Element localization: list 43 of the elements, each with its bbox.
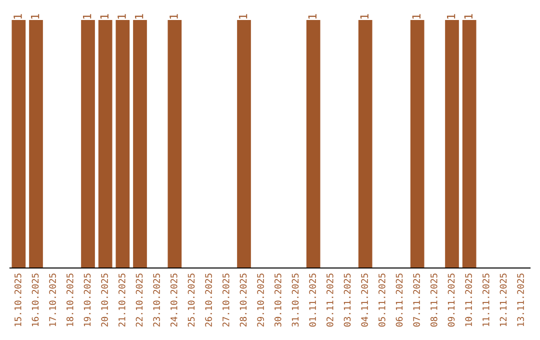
x-tick-label: 24.10.2025 <box>170 274 178 327</box>
x-tick-label: 26.10.2025 <box>205 274 212 327</box>
data-label: 1 <box>464 14 472 19</box>
x-tick-label: 01.11.2025 <box>309 274 316 327</box>
x-tick-label: 12.11.2025 <box>500 274 507 326</box>
data-label: 1 <box>238 14 248 19</box>
data-label: 1 <box>82 14 92 19</box>
x-tick-label: 10.11.2025 <box>465 274 472 326</box>
data-label: 1 <box>412 14 420 19</box>
data-label: 1 <box>360 14 368 19</box>
x-tick-label: 04.11.2025 <box>361 274 368 327</box>
data-label: 1 <box>446 14 456 19</box>
x-tick-label: 11.11.2025 <box>482 274 490 326</box>
x-tick-label: 19.10.2025 <box>84 274 91 326</box>
x-tick-label: 27.10.2025 <box>222 274 230 327</box>
x-tick-label: 23.10.2025 <box>153 274 160 327</box>
x-tick-label: 07.11.2025 <box>413 274 420 327</box>
data-label: 1 <box>308 14 316 19</box>
x-tick-label: 30.10.2025 <box>274 274 282 327</box>
data-label: 1 <box>118 14 126 19</box>
x-tick-label: 09.11.2025 <box>448 274 455 327</box>
data-label: 1 <box>14 14 22 19</box>
x-tick-label: 21.10.2025 <box>118 274 126 327</box>
x-tick-label: 03.11.2025 <box>344 274 351 327</box>
data-label: 1 <box>30 14 40 19</box>
x-tick-label: 05.11.2025 <box>378 274 386 327</box>
x-tick-label: 16.10.2025 <box>32 274 39 326</box>
x-tick-label: 06.11.2025 <box>396 274 403 327</box>
data-label: 1 <box>100 14 108 19</box>
data-label: 1 <box>134 14 144 19</box>
x-tick-label: 28.10.2025 <box>240 274 247 327</box>
x-tick-label: 25.10.2025 <box>188 274 195 327</box>
x-tick-label: 18.10.2025 <box>66 274 74 326</box>
x-tick-label: 20.10.2025 <box>101 274 108 327</box>
x-tick-label: 17.10.2025 <box>49 274 56 326</box>
x-tick-label: 02.11.2025 <box>326 274 334 327</box>
x-tick-label: 15.10.2025 <box>14 274 22 326</box>
data-label: 1 <box>170 14 178 19</box>
x-tick-label: 31.10.2025 <box>292 274 299 327</box>
x-tick-label: 08.11.2025 <box>430 274 438 327</box>
x-tick-label: 29.10.2025 <box>257 274 264 327</box>
x-tick-label: 13.11.2025 <box>517 274 524 326</box>
x-tick-label: 22.10.2025 <box>136 274 143 327</box>
